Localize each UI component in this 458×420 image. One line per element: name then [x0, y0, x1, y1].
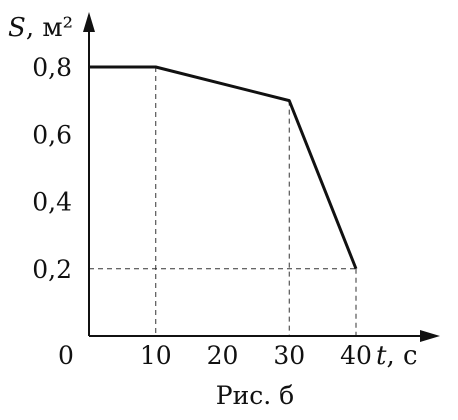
x-axis-label: t, с [376, 341, 418, 371]
axes [83, 12, 440, 342]
figure-caption: Рис. б [216, 381, 294, 410]
y-tick-label: 0,2 [32, 255, 72, 284]
x-axis-unit: , с [386, 341, 417, 371]
tick-labels: 10 20 30 40 0,2 0,4 0,6 0,8 [32, 53, 372, 370]
x-axis-arrowhead [420, 330, 440, 342]
x-tick-label: 40 [340, 341, 372, 370]
y-tick-label: 0,6 [32, 120, 72, 149]
y-tick-label: 0,8 [32, 53, 72, 82]
origin-label: 0 [58, 341, 74, 370]
y-axis-arrowhead [83, 12, 95, 32]
x-tick-label: 20 [207, 341, 239, 370]
y-axis-unit: , м² [26, 13, 73, 43]
y-axis-label: S, м² [8, 13, 73, 43]
y-axis-variable: S [8, 13, 26, 43]
x-axis-variable: t [376, 341, 387, 371]
guide-lines [89, 67, 357, 336]
x-tick-label: 10 [140, 341, 172, 370]
y-tick-label: 0,4 [32, 188, 72, 217]
x-tick-label: 30 [273, 341, 305, 370]
series-line [89, 65, 358, 270]
